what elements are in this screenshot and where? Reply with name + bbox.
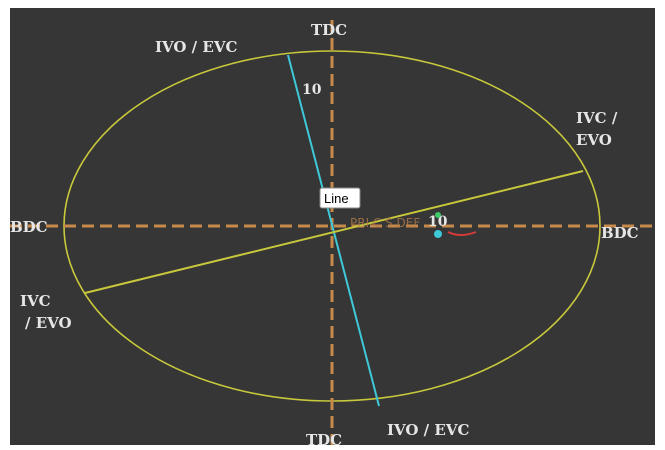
valve-timing-diagram: 10 10 PRI C S DEF TDC TDC BDC BDC IVO / … <box>10 20 655 445</box>
ivo-evc-label-top: IVO / EVC <box>155 38 237 56</box>
tooltip-box <box>319 187 361 209</box>
bdc-label-left: BDC <box>10 218 48 236</box>
tdc-label-top: TDC <box>311 21 347 39</box>
ivc-evo-label-left-1: IVC <box>20 292 51 310</box>
marker-red-arc <box>447 231 477 236</box>
tdc-label-bottom: TDC <box>306 431 342 445</box>
ivo-evc-label-bottom: IVO / EVC <box>387 421 469 439</box>
ivc-evo-label-right-1: IVC / <box>576 109 618 127</box>
ivc-evo-label-right-2: EVO <box>576 131 612 149</box>
tick-label-horizontal: 10 <box>428 214 448 230</box>
marker-green-dot[interactable] <box>435 212 441 218</box>
ivc-evo-label-left-2: / EVO <box>25 314 72 332</box>
ivc-evo-line[interactable] <box>84 170 584 294</box>
tick-label-vertical: 10 <box>302 82 322 98</box>
diagram-canvas: 10 10 PRI C S DEF TDC TDC BDC BDC IVO / … <box>10 8 655 445</box>
bdc-label-right: BDC <box>601 224 639 242</box>
marker-cyan-dot[interactable] <box>434 230 442 238</box>
line-tooltip: Line <box>319 187 361 209</box>
ivo-evc-line[interactable] <box>287 54 380 407</box>
tooltip-text: Line <box>324 191 349 206</box>
marker-text: PRI C S DEF <box>350 216 420 230</box>
